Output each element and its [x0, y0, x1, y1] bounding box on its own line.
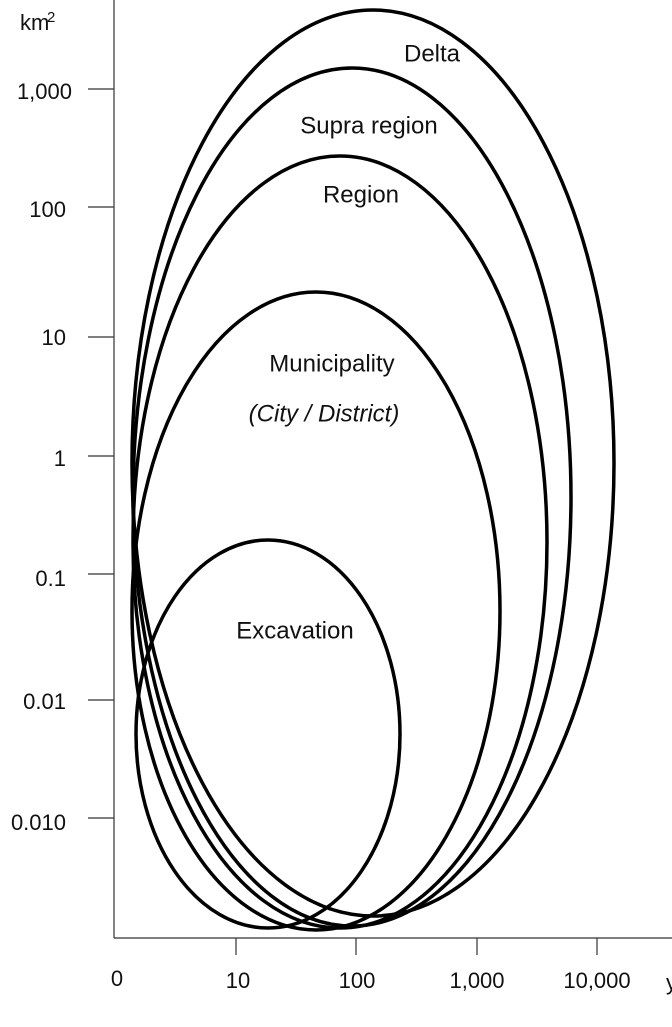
y-tick-label: 0.010 [11, 810, 66, 835]
x-tick-label: 1,000 [449, 968, 504, 993]
y-tick-label: 0.1 [35, 566, 66, 591]
x-tick-label: 10 [226, 968, 250, 993]
x-tick-label: 100 [339, 968, 376, 993]
x-unit: y [666, 970, 672, 995]
x-ticks [235, 938, 598, 955]
region-sublabel: (City / District) [249, 400, 400, 427]
region-label: Region [323, 181, 399, 208]
y-unit-exponent: 2 [47, 9, 55, 26]
region-ellipse [131, 154, 549, 930]
municipality-ellipse [130, 290, 502, 932]
y-tick-label: 0.01 [23, 689, 66, 714]
y-unit: km [20, 10, 49, 35]
region-label: Excavation [236, 617, 353, 644]
y-tick-label: 1,000 [17, 79, 72, 104]
excavation-ellipse [134, 538, 402, 930]
region-label: Supra region [300, 112, 437, 139]
y-tick-label: 1 [54, 446, 66, 471]
region-label: Delta [404, 40, 461, 67]
y-tick-label: 10 [42, 325, 66, 350]
x-tick-label: 0 [111, 966, 123, 991]
y-ticks [88, 88, 114, 819]
region-label: Municipality [269, 350, 394, 377]
x-tick-label: 10,000 [563, 968, 630, 993]
y-tick-label: 100 [29, 197, 66, 222]
